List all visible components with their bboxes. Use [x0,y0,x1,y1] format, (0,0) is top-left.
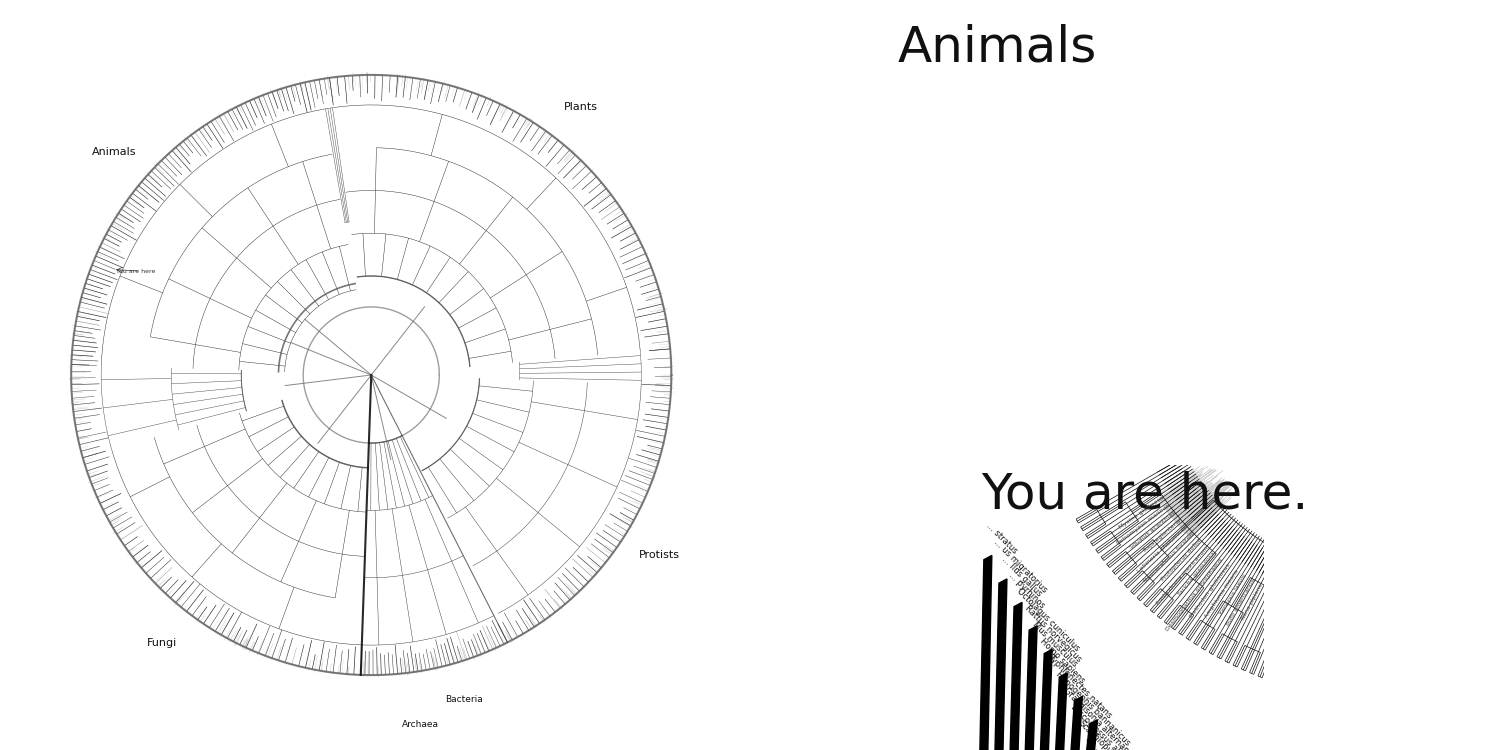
Text: Plethodon glutinosus: Plethodon glutinosus [1190,562,1231,619]
Text: Fungi: Fungi [147,638,177,648]
Text: ... pyrhinos: ... pyrhinos [1008,571,1047,610]
Text: Homo sapiens: Homo sapiens [1038,637,1086,685]
Polygon shape [1054,673,1068,750]
Polygon shape [1084,720,1098,750]
Text: Plants: Plants [564,102,598,112]
Text: Archaea: Archaea [402,720,439,729]
Text: Squalus acanthias: Squalus acanthias [1128,510,1176,550]
Text: Mus musculus: Mus musculus [1030,620,1078,668]
Polygon shape [1070,696,1083,750]
Text: ... llus gallus: ... llus gallus [1000,554,1044,598]
Text: ... stratus: ... stratus [984,521,1018,556]
Polygon shape [1024,626,1036,750]
Text: Ambystoma mexicanum: Ambystoma mexicanum [1155,544,1209,605]
Text: Latimeria chalumnae: Latimeria chalumnae [1137,525,1188,574]
Text: Protopterus dolloi: Protopterus dolloi [1161,538,1202,582]
Text: Bacteria: Bacteria [446,694,483,703]
Polygon shape [1040,650,1052,750]
Text: Xenopus laevis: Xenopus laevis [1218,573,1248,616]
Polygon shape [980,556,992,750]
Text: Octolagus cuniculus: Octolagus cuniculus [1016,587,1082,653]
Text: Amphiuma means: Amphiuma means [1204,568,1239,619]
Text: Xp...: Xp... [1084,735,1104,750]
Text: Bufo americanus: Bufo americanus [1226,578,1256,627]
Text: Raja eglanteria: Raja eglanteria [1143,518,1182,553]
Text: Petromyzon marinus: Petromyzon marinus [1116,503,1170,545]
Text: Protists: Protists [639,550,681,560]
Text: Myxine glutinosa: Myxine glutinosa [1118,495,1164,530]
Text: Animals: Animals [92,147,136,157]
Text: Scaphiopus...: Scaphiopus... [1077,718,1122,750]
Text: Desmognathus ochrophaeus: Desmognathus ochrophaeus [1166,557,1224,632]
Polygon shape [1010,602,1022,750]
Text: Taricha granulosa: Taricha granulosa [1178,551,1216,597]
Text: You are here: You are here [116,268,154,274]
Text: Rana pipiens: Rana pipiens [1240,583,1264,621]
Text: ... us migratorius: ... us migratorius [992,538,1048,595]
Text: Animals: Animals [898,23,1098,71]
Text: You are here.: You are here. [981,471,1310,519]
Text: Neoceratodus forsteri: Neoceratodus forsteri [1143,532,1196,584]
Text: Rattus norvegicus: Rattus norvegicus [1023,604,1083,664]
Text: Typhlonectes natans: Typhlonectes natans [1046,652,1113,720]
Polygon shape [964,532,976,750]
Polygon shape [994,579,1006,750]
Text: Hypogephis bannanicus: Hypogephis bannanicus [1053,669,1131,747]
Text: Discoglossus alter...: Discoglossus alter... [1070,702,1134,750]
Text: Grandisonia alternans: Grandisonia alternans [1060,686,1132,750]
